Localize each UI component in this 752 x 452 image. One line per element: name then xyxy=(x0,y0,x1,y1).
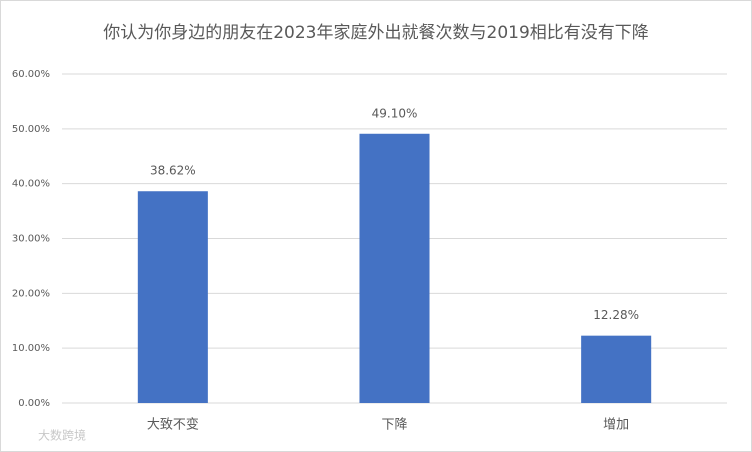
y-tick-label: 10.00% xyxy=(12,343,50,354)
y-tick-label: 20.00% xyxy=(12,288,50,299)
x-tick-label: 增加 xyxy=(603,418,629,433)
watermark: 大数跨境 xyxy=(38,428,86,443)
y-tick-label: 50.00% xyxy=(12,124,50,135)
value-label: 49.10% xyxy=(372,106,418,120)
bar xyxy=(359,133,430,404)
y-tick-label: 30.00% xyxy=(12,234,50,245)
y-tick-label: 60.00% xyxy=(12,69,50,80)
x-tick-label: 大致不变 xyxy=(147,417,199,433)
chart-title: 你认为你身边的朋友在2023年家庭外出就餐次数与2019相比有没有下降 xyxy=(103,23,649,43)
y-tick-label: 0.00% xyxy=(18,398,50,409)
y-tick-label: 40.00% xyxy=(12,179,50,190)
bar xyxy=(137,191,208,403)
value-label: 12.28% xyxy=(593,308,639,322)
x-tick-label: 下降 xyxy=(381,418,407,433)
value-label: 38.62% xyxy=(150,164,196,178)
bar xyxy=(581,335,652,403)
